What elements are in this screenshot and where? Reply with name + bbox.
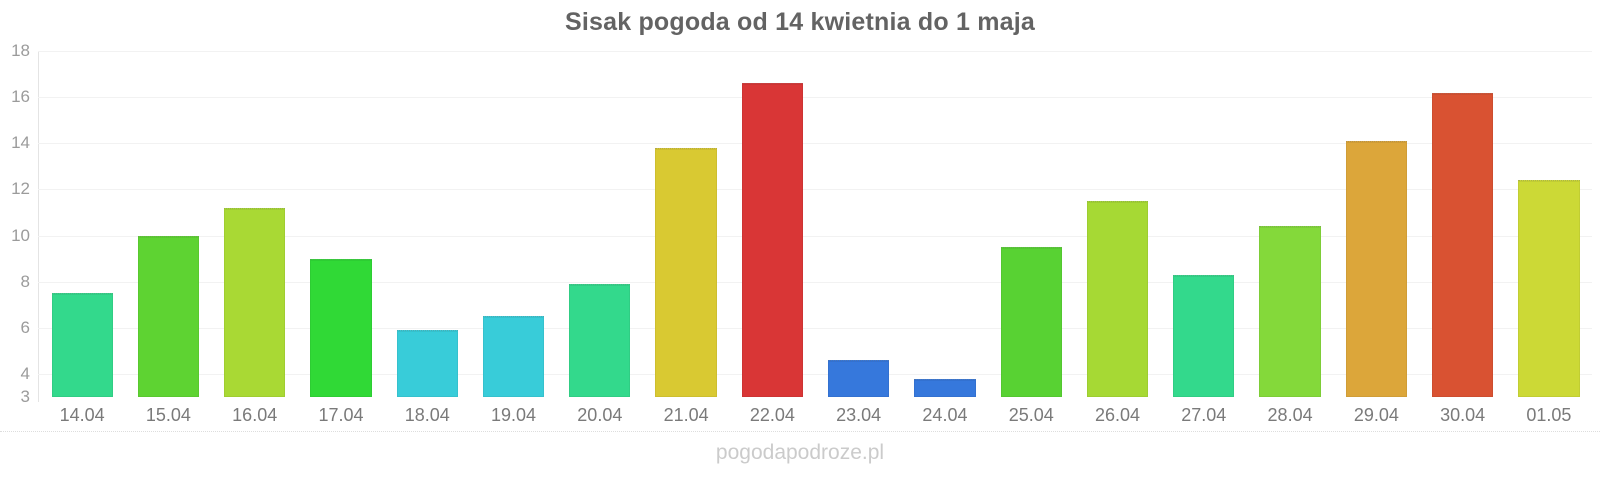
bar-slot-30.04 bbox=[1420, 51, 1506, 397]
bar-slot-17.04 bbox=[298, 51, 384, 397]
bar-18.04[interactable] bbox=[396, 330, 458, 397]
x-axis-tick-01.05: 01.05 bbox=[1526, 405, 1572, 425]
y-axis-tick-10: 10 bbox=[11, 225, 30, 245]
y-axis-tick-3: 3 bbox=[20, 387, 30, 406]
y-axis-tick-6: 6 bbox=[20, 317, 30, 337]
x-axis-tick-20.04: 20.04 bbox=[577, 405, 623, 425]
bar-21.04[interactable] bbox=[655, 147, 717, 397]
gridline-6 bbox=[38, 327, 1592, 329]
x-axis-tick-24.04: 24.04 bbox=[922, 405, 968, 425]
x-axis-tick-22.04: 22.04 bbox=[749, 405, 795, 425]
watermark-text: pogodapodroze.pl bbox=[715, 441, 885, 464]
bar-16.04[interactable] bbox=[224, 207, 286, 397]
bar-slot-28.04 bbox=[1247, 51, 1333, 397]
y-axis-tick-16: 16 bbox=[11, 87, 30, 107]
plot-area bbox=[38, 51, 1592, 402]
gridline-8 bbox=[38, 281, 1592, 283]
x-axis-tick-23.04: 23.04 bbox=[836, 405, 882, 425]
x-axis-tick-26.04: 26.04 bbox=[1094, 405, 1141, 425]
bar-28.04[interactable] bbox=[1259, 226, 1321, 397]
y-axis-tick-4: 4 bbox=[20, 363, 30, 383]
x-axis-tick-28.04: 28.04 bbox=[1267, 405, 1313, 425]
gridline-12 bbox=[38, 189, 1592, 191]
bar-22.04[interactable] bbox=[741, 83, 804, 397]
bar-24.04[interactable] bbox=[914, 378, 976, 397]
bar-20.04[interactable] bbox=[569, 283, 631, 397]
y-axis-tick-14: 14 bbox=[11, 133, 30, 153]
bar-slot-18.04 bbox=[384, 51, 470, 397]
bar-slot-25.04 bbox=[988, 51, 1074, 397]
bar-slot-23.04 bbox=[816, 51, 902, 397]
x-axis-tick-17.04: 17.04 bbox=[318, 405, 364, 425]
bar-19.04[interactable] bbox=[482, 316, 545, 397]
chart-title: Sisak pogoda od 14 kwietnia do 1 maja bbox=[564, 8, 1036, 36]
bar-slot-26.04 bbox=[1074, 51, 1160, 397]
bar-slot-14.04 bbox=[39, 51, 125, 397]
bar-slot-16.04 bbox=[212, 51, 298, 397]
bar-slot-01.05 bbox=[1506, 51, 1592, 397]
gridline-10 bbox=[38, 235, 1592, 237]
bar-26.04[interactable] bbox=[1086, 200, 1149, 397]
x-axis-tick-14.04: 14.04 bbox=[59, 405, 105, 425]
bar-23.04[interactable] bbox=[828, 360, 890, 397]
x-axis-tick-25.04: 25.04 bbox=[1008, 405, 1054, 425]
bar-slot-29.04 bbox=[1333, 51, 1419, 397]
bar-15.04[interactable] bbox=[137, 235, 200, 397]
bar-01.05[interactable] bbox=[1518, 180, 1580, 397]
x-axis-tick-27.04: 27.04 bbox=[1181, 405, 1227, 425]
gridline-18 bbox=[38, 51, 1592, 52]
bar-25.04[interactable] bbox=[1000, 247, 1062, 397]
bar-30.04[interactable] bbox=[1432, 92, 1494, 397]
bar-slot-15.04 bbox=[125, 51, 211, 397]
x-axis-tick-19.04: 19.04 bbox=[491, 405, 537, 425]
y-axis-tick-12: 12 bbox=[11, 179, 30, 199]
x-axis-tick-21.04: 21.04 bbox=[663, 405, 709, 425]
bar-slot-21.04 bbox=[643, 51, 729, 397]
y-axis-line bbox=[38, 51, 39, 402]
bar-17.04[interactable] bbox=[310, 258, 372, 397]
x-axis-tick-18.04: 18.04 bbox=[404, 405, 450, 425]
x-axis-tick-30.04: 30.04 bbox=[1440, 405, 1486, 425]
bottom-separator-line bbox=[0, 431, 1600, 432]
bars-row bbox=[39, 51, 1592, 397]
bar-slot-22.04 bbox=[729, 51, 815, 397]
gridline-14 bbox=[38, 143, 1592, 145]
x-axis-tick-15.04: 15.04 bbox=[145, 405, 191, 425]
y-axis-tick-8: 8 bbox=[20, 271, 30, 291]
bar-slot-19.04 bbox=[470, 51, 556, 397]
x-axis-tick-16.04: 16.04 bbox=[232, 405, 278, 425]
bar-27.04[interactable] bbox=[1173, 274, 1235, 397]
bar-14.04[interactable] bbox=[51, 293, 113, 397]
x-axis-labels: 14.04 15.04 16.04 17.04 18.04 19.04 20.04 21.04… bbox=[39, 397, 1592, 434]
bar-slot-24.04 bbox=[902, 51, 988, 397]
bar-slot-20.04 bbox=[557, 51, 643, 397]
bar-slot-27.04 bbox=[1161, 51, 1247, 397]
bar-29.04[interactable] bbox=[1345, 140, 1407, 397]
y-axis-tick-18: 18 bbox=[11, 41, 30, 60]
gridline-16 bbox=[38, 97, 1592, 99]
x-axis-tick-29.04: 29.04 bbox=[1353, 405, 1399, 425]
gridline-4 bbox=[38, 373, 1592, 375]
